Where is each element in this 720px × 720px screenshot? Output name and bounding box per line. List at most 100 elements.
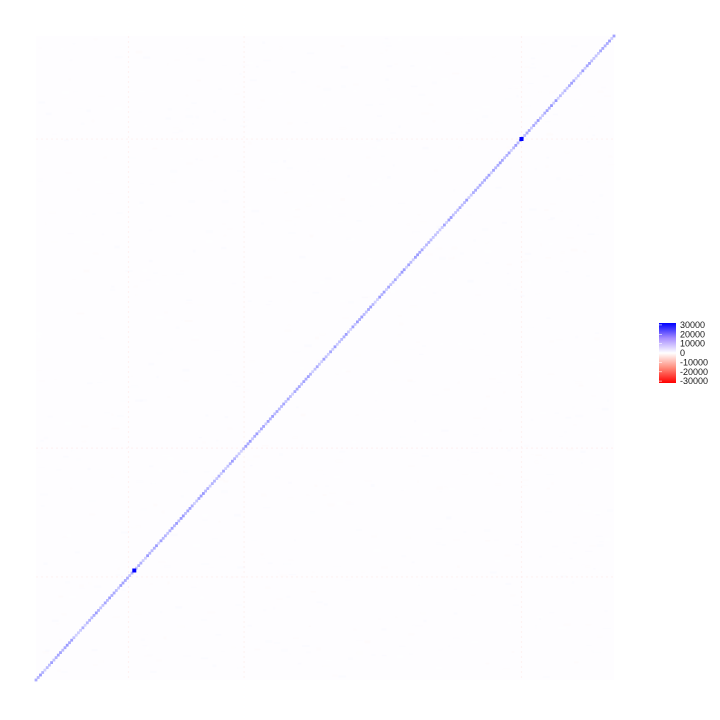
heatmap-diagonal-cell <box>242 447 245 451</box>
heatmap-cell <box>347 174 350 178</box>
heatmap-diagonal-cell <box>231 459 234 463</box>
heatmap-cell <box>451 246 458 250</box>
heatmap-diagonal-cell <box>43 668 47 672</box>
heatmap-cell <box>588 115 595 118</box>
heatmap-cell <box>37 340 40 343</box>
heatmap-cell <box>340 198 345 201</box>
heatmap-cell <box>514 543 520 546</box>
heatmap-cell <box>86 216 93 218</box>
heatmap-cell <box>316 606 323 608</box>
heatmap-cell <box>485 662 490 665</box>
heatmap-cell <box>130 375 134 377</box>
heatmap-cell <box>534 625 538 629</box>
heatmap-diagonal-cell <box>159 539 163 543</box>
heatmap-cell <box>183 469 189 473</box>
heatmap-cell <box>93 38 98 41</box>
heatmap-cell <box>522 479 529 481</box>
heatmap-cell <box>224 532 233 534</box>
heatmap-cell <box>299 367 305 369</box>
heatmap-cell <box>222 118 226 121</box>
heatmap-diagonal-cell <box>561 91 565 95</box>
heatmap-cell <box>512 84 519 87</box>
heatmap-cell <box>472 434 479 437</box>
heatmap-cell <box>511 651 515 653</box>
heatmap-cell <box>575 457 583 460</box>
heatmap-cell <box>323 87 332 91</box>
heatmap-diagonal-cell <box>494 166 498 170</box>
heatmap-cell <box>37 466 45 468</box>
heatmap-cell <box>379 448 383 450</box>
heatmap-cell <box>167 457 174 460</box>
heatmap-cell <box>346 502 354 505</box>
heatmap-cell <box>420 137 428 140</box>
heatmap-cell <box>197 58 205 62</box>
heatmap-cell <box>419 353 424 355</box>
heatmap-cell <box>544 121 551 123</box>
heatmap-cell <box>384 37 389 40</box>
heatmap-cell <box>390 283 398 286</box>
heatmap-cell <box>453 539 461 541</box>
heatmap-cell <box>187 142 193 145</box>
heatmap-cell <box>45 649 50 652</box>
heatmap-cell <box>546 156 550 159</box>
heatmap-cross-lines <box>36 36 614 680</box>
heatmap-diagonal-cell <box>83 623 87 627</box>
heatmap-cell <box>57 519 61 521</box>
heatmap-cell <box>144 655 152 657</box>
heatmap-cell <box>88 513 96 516</box>
heatmap-diagonal-cell <box>273 412 277 416</box>
heatmap-cell <box>306 195 315 197</box>
heatmap-diagonal-cell <box>576 74 580 78</box>
heatmap-cell <box>595 216 600 219</box>
heatmap-cell <box>400 488 406 491</box>
heatmap-cell <box>217 88 222 90</box>
heatmap-cell <box>457 342 463 345</box>
heatmap-cell <box>100 596 105 599</box>
heatmap-cell <box>327 503 335 507</box>
heatmap-diagonal-cell <box>94 611 98 615</box>
heatmap-cell <box>163 311 169 314</box>
heatmap-cell <box>425 253 433 256</box>
legend-tick-label: 30000 <box>680 320 705 330</box>
heatmap-cell <box>80 122 85 125</box>
heatmap-cell <box>562 573 566 577</box>
heatmap-cell <box>407 379 413 382</box>
heatmap-cell <box>397 655 404 659</box>
heatmap-cell <box>466 214 473 217</box>
heatmap-diagonal-cell <box>425 243 428 247</box>
heatmap-diagonal-cell <box>449 216 453 219</box>
heatmap-cell <box>495 241 501 243</box>
heatmap-cell <box>595 407 601 409</box>
heatmap-cell <box>489 571 497 574</box>
heatmap-cell <box>390 290 396 293</box>
heatmap-cell <box>473 108 479 111</box>
heatmap-cell <box>196 79 201 82</box>
heatmap-cell <box>506 272 510 275</box>
heatmap-cell <box>332 674 338 677</box>
heatmap-cell <box>264 276 272 279</box>
heatmap-cell <box>153 503 158 507</box>
heatmap-cell <box>263 608 267 612</box>
heatmap-cell <box>96 468 103 471</box>
heatmap-cell <box>180 494 184 498</box>
heatmap-diagonal-cell <box>99 606 103 610</box>
heatmap-cell <box>306 651 311 654</box>
heatmap-cell <box>172 132 179 134</box>
heatmap-diagonal-cell <box>175 522 178 525</box>
heatmap-cell <box>191 339 199 341</box>
heatmap-cell <box>398 645 406 647</box>
heatmap-diagonal-cell <box>416 253 419 257</box>
heatmap-cell <box>267 405 271 408</box>
heatmap-cell <box>263 59 271 62</box>
heatmap-cell <box>371 146 377 150</box>
heatmap-cell <box>353 628 357 631</box>
heatmap-diagonal-cell <box>311 370 315 374</box>
heatmap-diagonal-cell <box>581 69 585 73</box>
heatmap-cell <box>56 469 62 471</box>
heatmap-cell <box>231 282 237 285</box>
heatmap-cell <box>140 508 148 511</box>
heatmap-cell <box>386 88 390 92</box>
heatmap-cell <box>394 63 398 65</box>
heatmap-cell <box>156 375 159 379</box>
